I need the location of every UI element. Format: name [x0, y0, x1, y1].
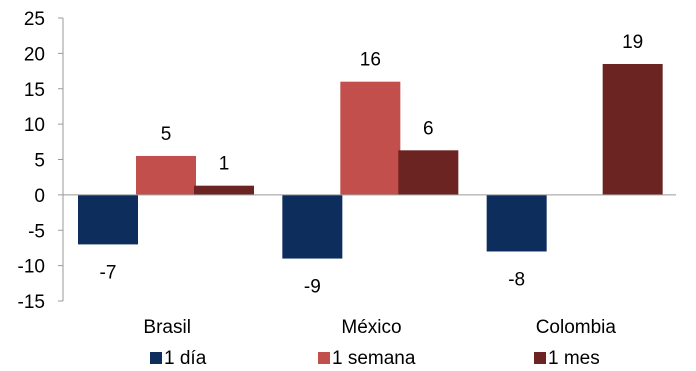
data-label: 19 [622, 32, 643, 53]
category-label: México [341, 317, 401, 338]
bar [194, 185, 254, 195]
y-tick-label: -10 [18, 257, 45, 278]
bar [78, 194, 138, 245]
y-axis: 25 20 15 10 5 0 -5 -10 -15 [18, 9, 64, 313]
data-labels: -7 5 1 -9 16 6 -8 19 [100, 32, 644, 298]
y-tick-label: 0 [34, 186, 45, 207]
bars [78, 63, 663, 259]
data-label: 6 [423, 118, 434, 139]
data-label: 1 [219, 154, 230, 175]
bar [282, 194, 343, 259]
data-label: 16 [360, 50, 381, 71]
y-tick-label: 20 [24, 44, 45, 65]
y-tick-label: 10 [24, 115, 45, 136]
legend-swatch [318, 352, 330, 364]
bar [486, 194, 547, 252]
category-label: Colombia [536, 317, 617, 338]
bar [136, 155, 196, 195]
y-tick-label: -5 [28, 221, 45, 242]
legend-swatch [150, 352, 162, 364]
data-label: -9 [304, 277, 321, 298]
y-tick-label: 15 [24, 80, 45, 101]
y-tick-label: 25 [24, 9, 45, 30]
bar [398, 150, 459, 195]
bar [340, 81, 401, 195]
legend-label: 1 día [164, 348, 207, 369]
legend-label: 1 mes [548, 348, 600, 369]
legend-swatch [534, 352, 546, 364]
data-label: -8 [508, 269, 525, 290]
legend: 1 día 1 semana 1 mes [150, 348, 600, 369]
data-label: 5 [161, 124, 172, 145]
data-label: -7 [100, 262, 117, 283]
legend-label: 1 semana [332, 348, 416, 369]
category-label: Brasil [143, 317, 191, 338]
y-tick-label: -15 [18, 292, 45, 313]
bar [602, 63, 663, 195]
x-axis: Brasil México Colombia [63, 194, 676, 338]
y-tick-label: 5 [34, 151, 45, 172]
